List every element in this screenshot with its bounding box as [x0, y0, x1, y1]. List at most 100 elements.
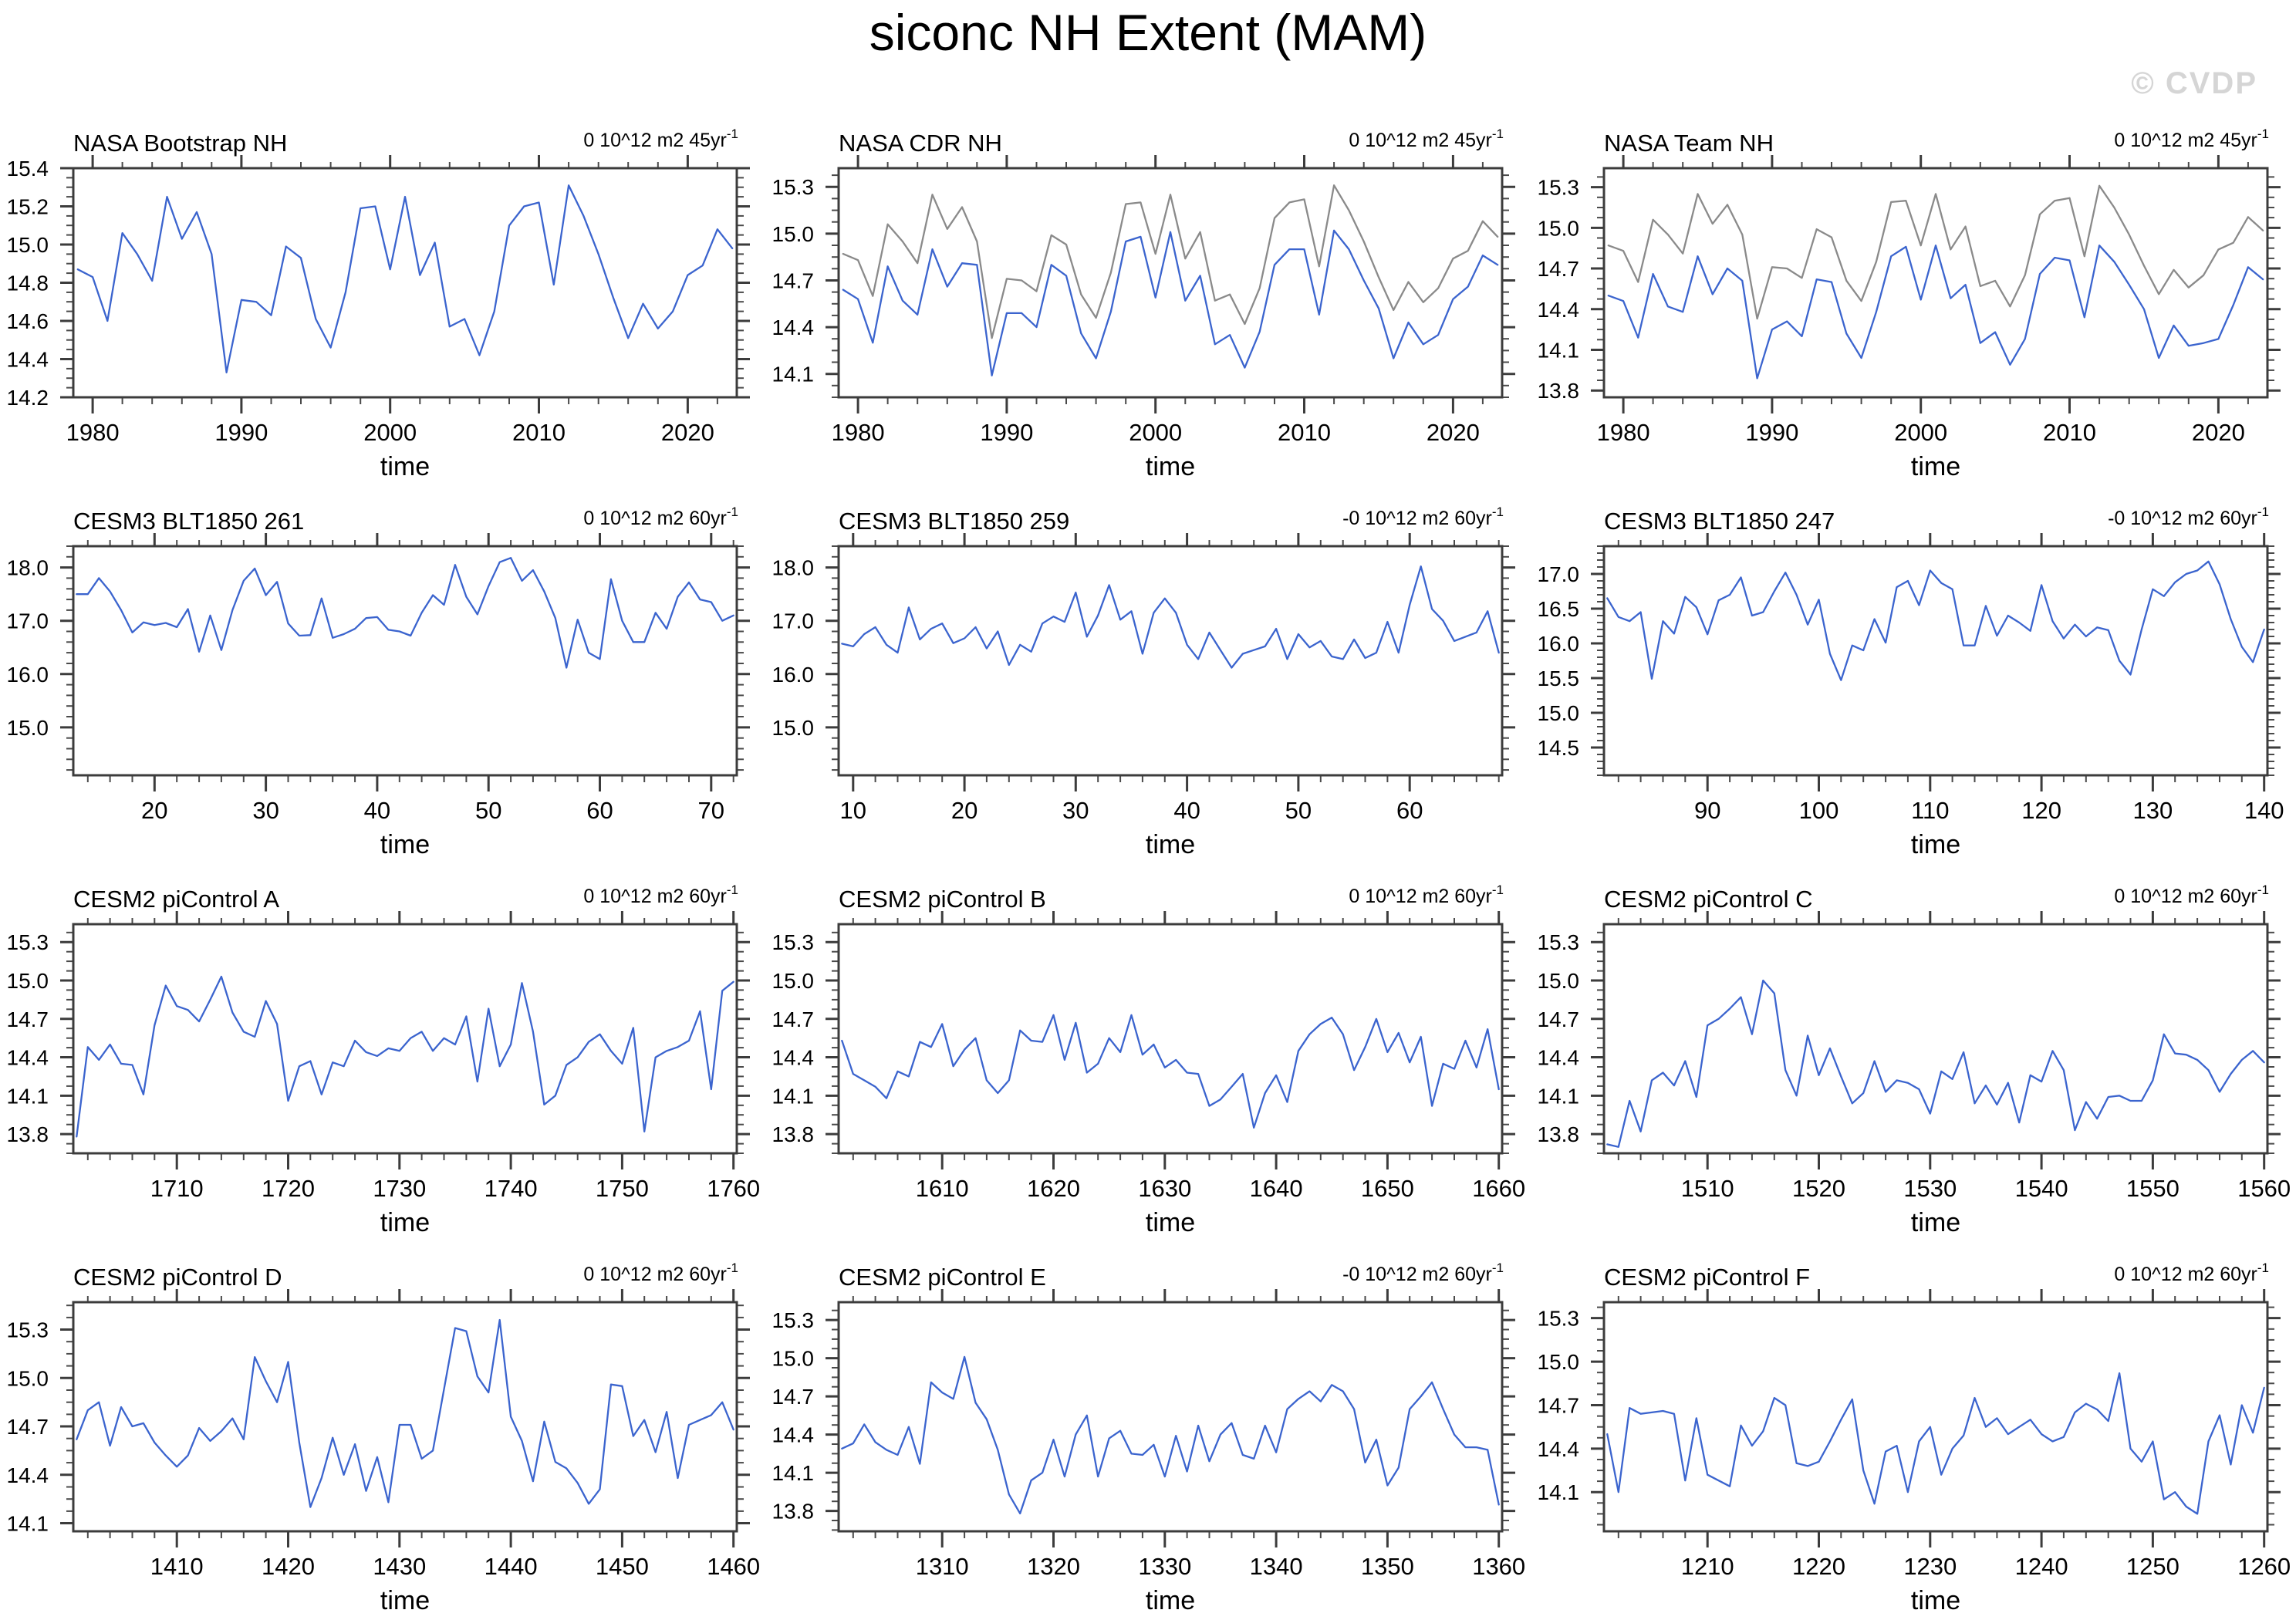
x-axis-label: time [1146, 830, 1195, 859]
chart-panel: CESM2 piControl A 0 10^12 m2 60yr-1 1710… [0, 864, 765, 1242]
x-tick-label: 130 [2133, 797, 2173, 824]
chart-canvas: CESM3 BLT1850 259 -0 10^12 m2 60yr-1 10 2… [772, 505, 1515, 859]
plot-axes: 1610 1620 1630 1640 1650 1660 13.8 14.1 14.4 14.7… [772, 911, 1525, 1202]
panel-title: CESM3 BLT1850 261 [73, 508, 304, 535]
plot-axes: 1510 1520 1530 1540 1550 1560 13.8 14.1 14.4 14.7… [1538, 911, 2291, 1202]
trend-text: -0 10^12 m2 60yr [1342, 1264, 1492, 1285]
y-tick-label: 15.5 [1538, 667, 1580, 690]
x-tick-label: 1620 [1027, 1175, 1080, 1202]
trend-text: -0 10^12 m2 60yr [1342, 508, 1492, 529]
x-tick-label: 1420 [262, 1553, 315, 1580]
x-axis-label: time [1146, 452, 1195, 481]
chart-canvas: CESM2 piControl A 0 10^12 m2 60yr-1 1710… [7, 883, 761, 1237]
series-line-primary [76, 184, 734, 373]
series-line-reference [842, 184, 1499, 339]
charts-grid: NASA Bootstrap NH 0 10^12 m2 45yr-1 1980… [0, 108, 2296, 1620]
plot-frame [72, 923, 738, 1155]
x-tick-label: 10 [840, 797, 866, 824]
y-tick-label: 16.0 [7, 663, 49, 687]
x-tick-label: 1730 [373, 1175, 426, 1202]
x-tick-label: 70 [698, 797, 724, 824]
y-tick-label: 14.1 [1538, 1084, 1580, 1108]
y-tick-label: 14.7 [772, 269, 815, 293]
trend-exponent: -1 [2257, 127, 2269, 141]
series-line-primary [1607, 245, 2264, 380]
trend-annotation: -0 10^12 m2 60yr-1 [1342, 505, 1504, 529]
trend-text: 0 10^12 m2 60yr [2114, 886, 2257, 907]
trend-exponent: -1 [727, 505, 738, 519]
y-tick-label: 15.0 [7, 716, 49, 740]
y-tick-label: 13.8 [772, 1122, 815, 1146]
x-tick-label: 30 [1062, 797, 1089, 824]
plot-frame [1602, 923, 2269, 1155]
x-tick-label: 1520 [1792, 1175, 1845, 1202]
y-tick-label: 15.0 [1538, 701, 1580, 725]
trend-annotation: -0 10^12 m2 60yr-1 [1342, 1261, 1504, 1285]
x-axis-label: time [1911, 452, 1960, 481]
panel-title: NASA Bootstrap NH [73, 130, 287, 157]
y-tick-label: 14.1 [772, 363, 815, 386]
panel-title: CESM2 piControl C [1604, 886, 1812, 913]
y-tick-label: 16.0 [1538, 632, 1580, 656]
panel-title: CESM2 piControl D [73, 1264, 282, 1291]
plot-frame [72, 1301, 738, 1533]
x-tick-label: 40 [364, 797, 390, 824]
x-tick-label: 1980 [1597, 419, 1650, 446]
x-tick-label: 1510 [1681, 1175, 1734, 1202]
y-tick-label: 13.8 [7, 1122, 49, 1146]
chart-canvas: CESM2 piControl F 0 10^12 m2 60yr-1 1210… [1538, 1261, 2291, 1615]
y-tick-label: 14.1 [1538, 1480, 1580, 1504]
x-tick-label: 110 [1911, 797, 1949, 824]
y-tick-label: 18.0 [772, 556, 815, 580]
y-tick-label: 15.0 [772, 716, 815, 740]
y-tick-label: 14.4 [772, 316, 815, 339]
series-line-primary [76, 1318, 734, 1508]
plot-frame [837, 167, 1504, 399]
x-tick-label: 2000 [363, 419, 417, 446]
y-tick-label: 15.3 [7, 930, 49, 954]
chart-panel: CESM2 piControl C 0 10^12 m2 60yr-1 1510… [1531, 864, 2296, 1242]
plot-axes: 1980 1990 2000 2010 2020 14.2 14.4 14.6 14.8 15.0… [7, 155, 750, 446]
y-tick-label: 17.0 [1538, 562, 1580, 586]
y-tick-label: 13.8 [1538, 379, 1580, 403]
plot-axes: 1980 1990 2000 2010 2020 14.1 14.4 14.7 15.0 15.3 [772, 155, 1515, 446]
x-tick-label: 1230 [1903, 1553, 1957, 1580]
plot-axes: 1980 1990 2000 2010 2020 13.8 14.1 14.4 14.7 15.0… [1538, 155, 2281, 446]
y-tick-label: 14.4 [1538, 1437, 1580, 1461]
plot-series [1606, 1372, 2265, 1515]
x-tick-label: 2020 [661, 419, 714, 446]
y-tick-label: 15.0 [7, 233, 49, 257]
x-tick-label: 2020 [1427, 419, 1480, 446]
x-tick-label: 30 [252, 797, 279, 824]
x-tick-label: 60 [1396, 797, 1423, 824]
x-tick-label: 1250 [2126, 1553, 2180, 1580]
trend-exponent: -1 [1492, 883, 1504, 897]
trend-annotation: 0 10^12 m2 60yr-1 [583, 883, 738, 907]
x-tick-label: 1210 [1681, 1553, 1734, 1580]
y-tick-label: 15.3 [772, 175, 815, 199]
x-tick-label: 1640 [1250, 1175, 1303, 1202]
trend-annotation: 0 10^12 m2 60yr-1 [1349, 883, 1504, 907]
trend-annotation: 0 10^12 m2 45yr-1 [1349, 127, 1504, 151]
plot-series [76, 557, 734, 669]
trend-annotation: 0 10^12 m2 60yr-1 [583, 505, 738, 529]
chart-canvas: CESM2 piControl E -0 10^12 m2 60yr-1 131… [772, 1261, 1526, 1615]
plot-axes: 1410 1420 1430 1440 1450 1460 14.1 14.4 14.7 15.0… [7, 1289, 760, 1580]
x-axis-label: time [1911, 830, 1960, 859]
trend-text: 0 10^12 m2 45yr [583, 130, 726, 151]
x-tick-label: 50 [1285, 797, 1312, 824]
trend-exponent: -1 [727, 127, 738, 141]
y-tick-label: 14.4 [772, 1423, 815, 1447]
plot-axes: 20 30 40 50 60 70 15.0 16.0 17.0 18.0 [7, 533, 750, 824]
x-tick-label: 1460 [707, 1553, 760, 1580]
plot-axes: 1210 1220 1230 1240 1250 1260 14.1 14.4 14.7 15.0… [1538, 1289, 2291, 1580]
y-tick-label: 14.7 [1538, 1394, 1580, 1418]
panel-title: CESM2 piControl A [73, 886, 279, 913]
y-tick-label: 17.0 [7, 609, 49, 633]
panel-title: CESM2 piControl F [1604, 1264, 1810, 1291]
y-tick-label: 16.5 [1538, 597, 1580, 621]
panel-title: CESM2 piControl B [839, 886, 1046, 913]
y-tick-label: 15.3 [1538, 1307, 1580, 1331]
plot-frame [837, 545, 1504, 777]
x-tick-label: 1660 [1472, 1175, 1525, 1202]
